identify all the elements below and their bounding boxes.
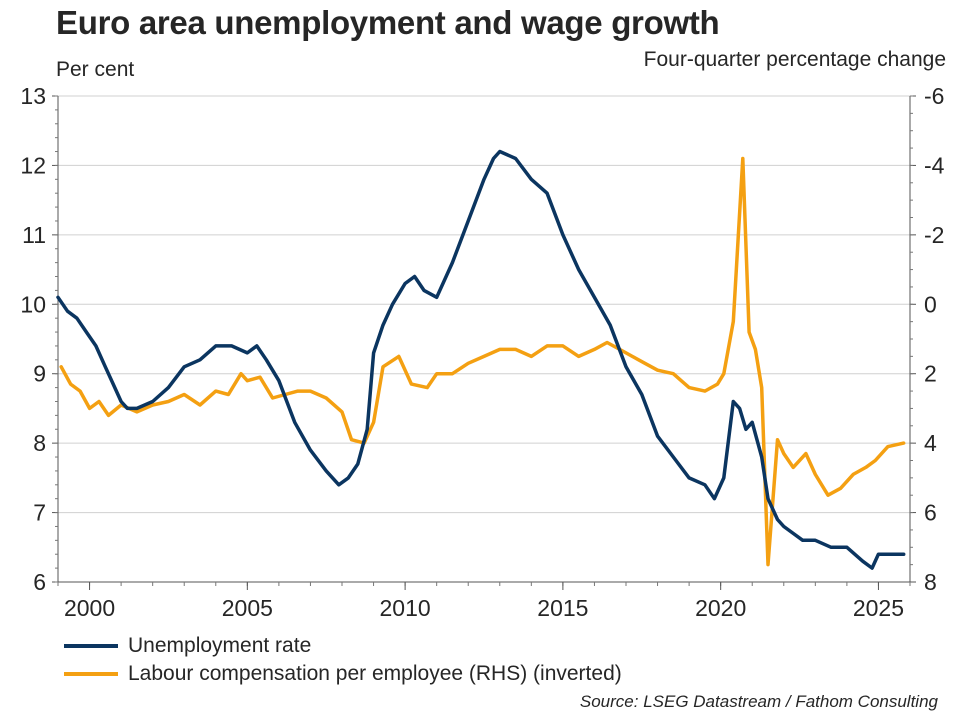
- legend-swatch-labour-compensation: [64, 672, 118, 676]
- x-axis-ticks: 2000 2005 2010 2015 2020 2025: [57, 582, 911, 621]
- left-tick-label-11: 11: [22, 222, 46, 248]
- right-tick-label-6: 6: [924, 500, 937, 526]
- left-tick-label-6: 6: [33, 569, 46, 595]
- chart-title: Euro area unemployment and wage growth: [56, 4, 720, 41]
- x-tick-label-2015: 2015: [537, 595, 588, 621]
- left-axis-label: Per cent: [56, 58, 135, 81]
- gridlines: [58, 95, 910, 583]
- right-tick-label-0: 0: [924, 291, 937, 317]
- x-tick-label-2020: 2020: [695, 595, 746, 621]
- x-tick-label-2000: 2000: [64, 595, 115, 621]
- line-chart: 13 12 11 10 9 8 7 6 -6 -4 -2 0 2 4 6 8 2000 2005 2010 201…: [20, 83, 945, 621]
- x-tick-label-2025: 2025: [853, 595, 904, 621]
- axes: [57, 96, 911, 583]
- legend-label-unemployment: Unemployment rate: [128, 634, 312, 657]
- right-axis-label: Four-quarter percentage change: [643, 48, 946, 71]
- right-tick-label--2: -2: [924, 222, 944, 248]
- left-tick-label-9: 9: [33, 361, 46, 387]
- left-tick-label-12: 12: [20, 152, 46, 178]
- labour-compensation-line: [59, 156, 906, 567]
- right-tick-label--4: -4: [924, 152, 945, 178]
- source-note: Source: LSEG Datastream / Fathom Consult…: [579, 692, 938, 711]
- x-tick-label-2005: 2005: [222, 595, 273, 621]
- right-tick-label-2: 2: [924, 361, 937, 387]
- right-axis-ticks: -6 -4 -2 0 2 4 6 8: [910, 83, 945, 595]
- unemployment-rate-line: [56, 149, 906, 570]
- legend-item-unemployment: Unemployment rate: [64, 632, 622, 660]
- legend: Unemployment rate Labour compensation pe…: [64, 632, 622, 688]
- series-lines: [56, 149, 906, 570]
- legend-item-labour-compensation: Labour compensation per employee (RHS) (…: [64, 660, 622, 688]
- legend-label-labour-compensation: Labour compensation per employee (RHS) (…: [128, 662, 622, 685]
- left-tick-label-13: 13: [20, 83, 46, 109]
- left-tick-label-7: 7: [33, 500, 46, 526]
- x-tick-label-2010: 2010: [380, 595, 431, 621]
- left-axis-ticks: 13 12 11 10 9 8 7 6: [20, 83, 58, 595]
- left-tick-label-10: 10: [20, 291, 46, 317]
- legend-swatch-unemployment: [64, 644, 118, 648]
- right-tick-label-4: 4: [924, 430, 937, 456]
- left-tick-label-8: 8: [33, 430, 46, 456]
- right-tick-label--6: -6: [924, 83, 944, 109]
- right-tick-label-8: 8: [924, 569, 937, 595]
